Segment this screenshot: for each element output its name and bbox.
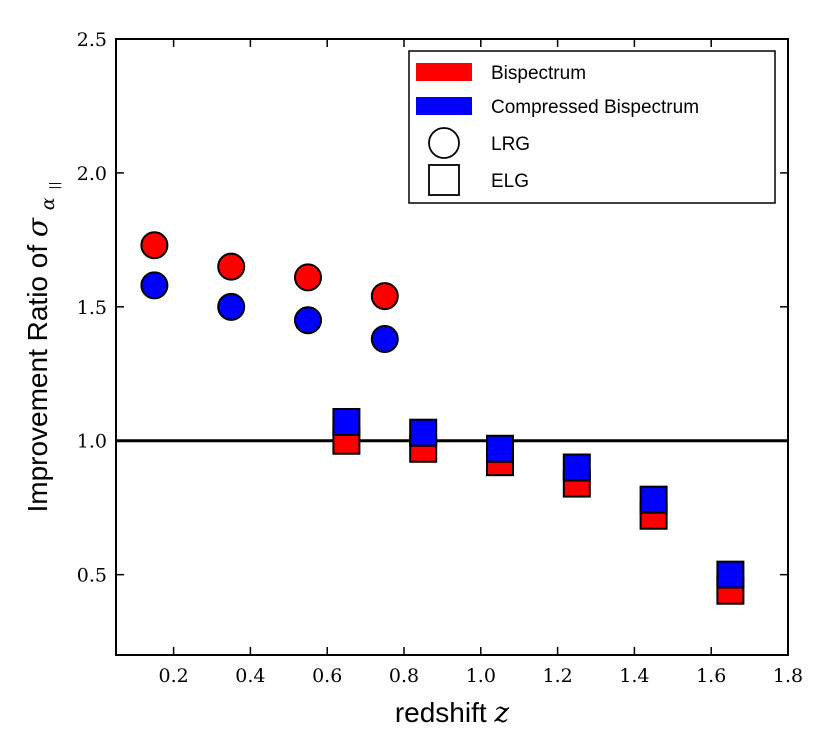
x-tick-label: 1.0 — [466, 665, 496, 687]
x-tick-label: 1.4 — [619, 665, 649, 687]
y-tick-label: 1.0 — [77, 431, 107, 453]
compressed-bispectrum-lrg-point — [294, 306, 322, 335]
x-tick-label: 0.2 — [158, 665, 188, 687]
y-tick-label: 0.5 — [77, 565, 107, 587]
bispectrum-lrg-point — [294, 263, 322, 292]
compressed-bispectrum-lrg-point — [140, 271, 169, 300]
legend-compressed-bispectrum-swatch — [416, 97, 472, 115]
compressed-bispectrum-elg-point — [409, 418, 438, 447]
legend-lrg-swatch — [428, 127, 460, 159]
x-axis-label-var: z — [493, 696, 509, 729]
bispectrum-lrg-point — [370, 282, 399, 311]
y-tick-label: 2.0 — [77, 163, 107, 185]
legend-lrg-label: LRG — [491, 134, 530, 155]
x-tick-label: 1.6 — [696, 665, 726, 687]
y-axis-label-symbol: σ — [21, 217, 54, 237]
y-tick-label: 1.5 — [77, 297, 107, 319]
plot-frame — [115, 38, 789, 656]
legend-elg-label: ELG — [491, 171, 529, 192]
y-axis-label-text: Improvement Ratio of — [22, 245, 53, 513]
x-axis-label: redshift z — [395, 696, 510, 729]
y-axis-label-subsubscript: || — [47, 181, 61, 189]
compressed-bispectrum-elg-point — [562, 453, 591, 482]
y-axis-label-subscript: α — [37, 197, 59, 210]
x-tick-label: 1.2 — [542, 665, 572, 687]
compressed-bispectrum-elg-point — [332, 407, 361, 436]
legend-compressed-bispectrum-label: Compressed Bispectrum — [491, 97, 699, 118]
compressed-bispectrum-elg-point — [639, 485, 668, 514]
bispectrum-lrg-point — [140, 231, 169, 260]
axis-ticks: 0.2 0.4 0.6 0.8 1.0 1.2 1.4 1.6 1.8 0.5 1.0 1.5 2.0 2… — [77, 29, 803, 687]
x-tick-label: 0.4 — [235, 665, 265, 687]
data-markers — [140, 231, 745, 605]
plot-area: 0.2 0.4 0.6 0.8 1.0 1.2 1.4 1.6 1.8 0.5 1.0 1.5 2.0 2… — [77, 29, 803, 687]
y-axis-label: Improvement Ratio of σ α || — [21, 181, 61, 512]
legend-bispectrum-swatch — [416, 63, 472, 81]
compressed-bispectrum-elg-point — [716, 560, 745, 589]
legend-elg-swatch — [428, 164, 460, 196]
legend-bispectrum-label: Bispectrum — [491, 63, 586, 84]
x-tick-label: 0.6 — [312, 665, 342, 687]
compressed-bispectrum-elg-point — [486, 434, 514, 463]
legend-items: Bispectrum Compressed Bispectrum LRG ELG — [416, 63, 699, 196]
bispectrum-lrg-point — [217, 252, 246, 281]
compressed-bispectrum-lrg-point — [370, 324, 399, 353]
y-tick-label: 2.5 — [77, 29, 107, 51]
legend: Bispectrum Compressed Bispectrum LRG ELG — [408, 50, 776, 204]
x-tick-label: 0.8 — [389, 665, 419, 687]
x-axis-label-text: redshift — [395, 697, 487, 728]
x-tick-label: 1.8 — [773, 665, 803, 687]
compressed-bispectrum-lrg-point — [217, 292, 246, 321]
